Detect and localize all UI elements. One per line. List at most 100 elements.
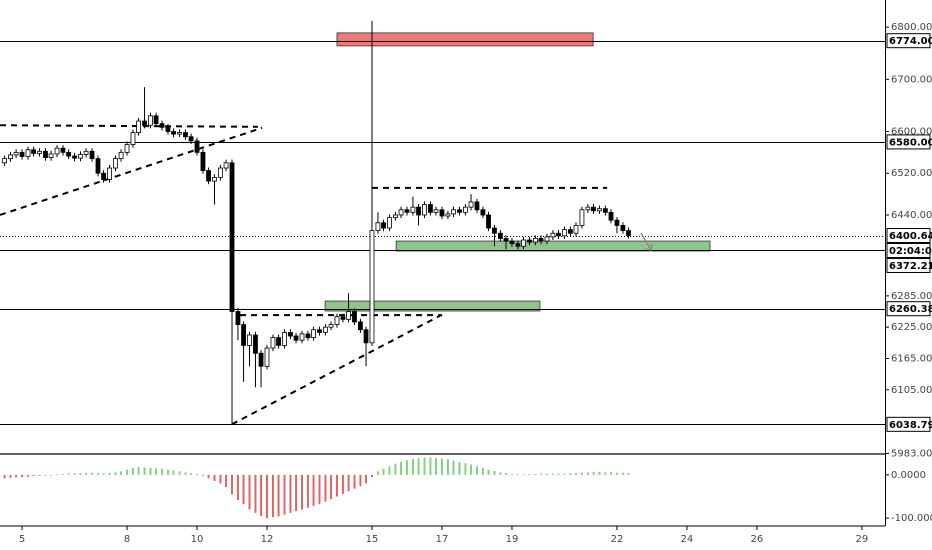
candle-body bbox=[398, 209, 404, 216]
candle-body bbox=[608, 211, 614, 221]
candle-body bbox=[422, 204, 427, 216]
x-tick-label: 5 bbox=[19, 534, 25, 545]
y-tick-label: 6440.00 bbox=[891, 210, 932, 221]
candle-body bbox=[212, 177, 217, 182]
osc-bar bbox=[347, 474, 350, 492]
candle-body bbox=[503, 238, 509, 242]
candle-body bbox=[142, 120, 147, 126]
osc-bar bbox=[166, 469, 169, 475]
candle-body bbox=[177, 132, 182, 135]
osc-bar bbox=[231, 474, 234, 495]
osc-bar bbox=[178, 471, 181, 475]
osc-bar bbox=[79, 473, 82, 475]
price-label: 6038.79 bbox=[889, 420, 932, 431]
osc-bar bbox=[242, 474, 245, 505]
candle-body bbox=[568, 229, 573, 234]
osc-bar bbox=[213, 474, 216, 481]
osc-bar bbox=[575, 473, 578, 475]
osc-bar bbox=[254, 474, 257, 513]
y-tick-label: 6105.00 bbox=[891, 385, 932, 396]
arrow-drawing bbox=[640, 232, 653, 251]
osc-bar bbox=[196, 474, 199, 475]
candle-body bbox=[113, 158, 118, 169]
osc-bar bbox=[201, 474, 204, 476]
candle-body bbox=[521, 239, 526, 247]
candle-body bbox=[393, 214, 398, 218]
candle-body bbox=[54, 147, 60, 155]
candle-body bbox=[153, 115, 159, 125]
candle-body bbox=[614, 219, 620, 226]
osc-bar bbox=[155, 468, 158, 475]
candle-body bbox=[95, 158, 101, 174]
candle-body bbox=[369, 230, 375, 344]
osc-bar bbox=[318, 474, 321, 505]
y-tick-label: -100.0000 bbox=[891, 513, 932, 524]
osc-bar bbox=[353, 474, 356, 489]
price-label-box bbox=[886, 301, 931, 317]
candle-body bbox=[66, 151, 71, 157]
candle-body bbox=[60, 147, 66, 153]
candle-body bbox=[468, 201, 474, 208]
candle-body bbox=[264, 347, 270, 367]
osc-bar bbox=[411, 458, 414, 475]
osc-bar bbox=[487, 469, 490, 475]
osc-bar bbox=[3, 474, 6, 479]
candle-body bbox=[37, 150, 42, 154]
osc-bar bbox=[32, 474, 35, 477]
osc-bar bbox=[143, 467, 146, 475]
candle-body bbox=[101, 172, 106, 180]
osc-bar bbox=[295, 474, 298, 512]
oscillator bbox=[3, 457, 630, 519]
candle-body bbox=[323, 326, 328, 333]
osc-bar bbox=[56, 474, 59, 476]
countdown: 02:04:00 bbox=[889, 246, 932, 257]
osc-bar bbox=[370, 474, 373, 478]
osc-bar bbox=[335, 474, 338, 497]
y-tick-label: 6225.00 bbox=[891, 322, 932, 333]
candle-body bbox=[183, 132, 188, 138]
candle-body bbox=[463, 206, 468, 213]
osc-bar bbox=[586, 472, 589, 475]
osc-bar bbox=[61, 474, 64, 475]
candle-body bbox=[620, 225, 626, 232]
price-label-box bbox=[886, 416, 931, 432]
candle-body bbox=[492, 227, 497, 234]
candle-body bbox=[2, 158, 7, 164]
osc-bar bbox=[394, 463, 397, 475]
x-tick-label: 24 bbox=[681, 534, 694, 545]
osc-bar bbox=[545, 473, 548, 475]
osc-bar bbox=[26, 474, 29, 477]
zone bbox=[336, 32, 594, 47]
osc-bar bbox=[423, 457, 426, 475]
candle-body bbox=[544, 236, 550, 242]
osc-bar bbox=[102, 473, 105, 475]
candle-body bbox=[282, 331, 287, 346]
candle-body bbox=[591, 206, 596, 212]
candle-body bbox=[48, 153, 54, 158]
candle-body bbox=[352, 311, 357, 323]
osc-bar bbox=[225, 474, 228, 487]
candle-body bbox=[451, 209, 456, 215]
y-tick-label: 6165.00 bbox=[891, 353, 932, 364]
osc-bar bbox=[260, 474, 263, 516]
candle-body bbox=[346, 311, 351, 320]
osc-bar bbox=[330, 474, 333, 500]
candle-body bbox=[317, 329, 322, 333]
candle-body bbox=[445, 213, 451, 217]
osc-bar bbox=[126, 469, 129, 475]
osc-bar bbox=[207, 474, 210, 479]
candle-body bbox=[43, 150, 48, 158]
candle-body bbox=[538, 238, 544, 242]
osc-bar bbox=[190, 473, 193, 475]
candle-body bbox=[387, 217, 392, 229]
candle-body bbox=[293, 335, 299, 341]
x-tick-label: 8 bbox=[124, 534, 130, 545]
candle-body bbox=[486, 214, 491, 229]
osc-bar bbox=[219, 474, 222, 484]
candle-body bbox=[171, 131, 176, 135]
candle-body bbox=[288, 331, 293, 337]
osc-bar bbox=[405, 460, 408, 475]
price-label: 6774.00 bbox=[889, 36, 932, 47]
osc-bar bbox=[388, 466, 391, 475]
